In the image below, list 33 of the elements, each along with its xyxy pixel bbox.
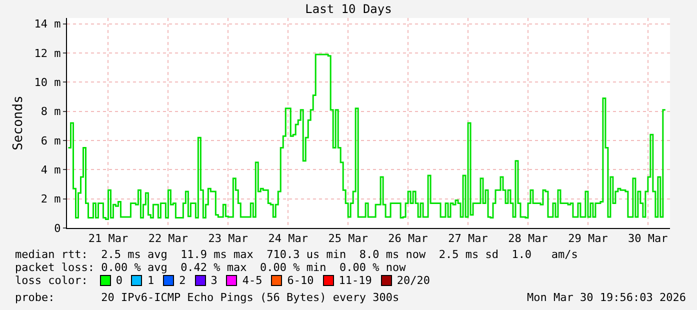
- x-tick-label: 23 Mar: [208, 232, 248, 246]
- legend-label: 3: [210, 274, 218, 287]
- legend-label: 20/20: [396, 274, 430, 287]
- legend-title: loss color:: [15, 274, 88, 287]
- text: probe: 20 IPv6-ICMP Echo Pings (56 Bytes) every 300s: [15, 291, 400, 304]
- legend-label: 11-19: [338, 274, 372, 287]
- y-tick-label: 0: [54, 222, 61, 235]
- x-tick-label: 29 Mar: [568, 232, 608, 246]
- text: median rtt: 2.5 ms avg 11.9 ms max 710.3 us min 8.0 ms now 2.5 ms sd 1.0 am/s: [15, 248, 578, 261]
- y-tick-label: 4 m: [40, 164, 62, 177]
- y-tick-label: 8 m: [40, 105, 62, 118]
- legend-label: 1: [147, 274, 154, 287]
- y-tick-label: 10 m: [34, 76, 62, 90]
- legend-label: 6-10: [287, 274, 314, 287]
- x-tick-label: 30 Mar: [628, 232, 668, 246]
- legend-label: 0: [116, 274, 122, 287]
- x-tick-label: 28 Mar: [508, 232, 548, 246]
- y-axis-title: Seconds: [11, 96, 26, 150]
- chart-title: Last 10 Days: [305, 2, 392, 16]
- y-tick-label: 14 m: [34, 18, 62, 31]
- x-tick-label: 21 Mar: [88, 232, 128, 246]
- y-tick-label: 12 m: [34, 46, 62, 60]
- text: packet loss: 0.00 % avg 0.42 % max 0.00 % min 0.00 % now: [15, 261, 406, 274]
- x-tick-label: 22 Mar: [148, 232, 188, 246]
- legend-label: 4-5: [242, 274, 262, 287]
- x-tick-label: 27 Mar: [448, 232, 488, 246]
- x-tick-label: 25 Mar: [328, 232, 368, 246]
- x-tick-label: 24 Mar: [268, 232, 308, 246]
- text: Mon Mar 30 19:56:03 2026: [527, 291, 686, 304]
- y-tick-label: 2 m: [40, 192, 62, 206]
- legend-label: 2: [179, 274, 186, 287]
- y-tick-label: 6 m: [40, 134, 62, 148]
- x-tick-label: 26 Mar: [388, 232, 428, 246]
